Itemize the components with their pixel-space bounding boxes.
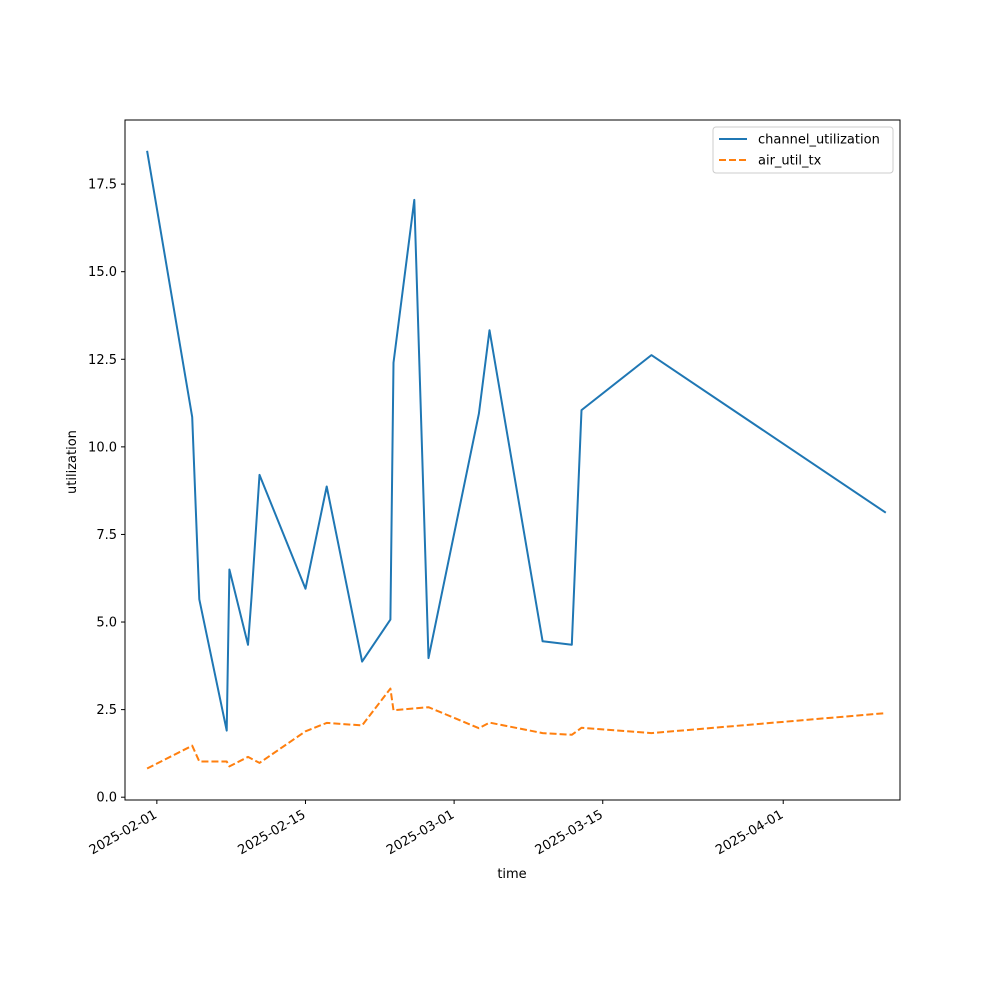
- y-tick-label: 12.5: [88, 353, 117, 368]
- legend-label-air-util-tx: air_util_tx: [758, 154, 822, 169]
- legend-label-channel-utilization: channel_utilization: [758, 133, 880, 148]
- y-tick-label: 7.5: [96, 528, 117, 543]
- y-tick-label: 15.0: [88, 265, 117, 280]
- y-tick-label: 2.5: [96, 703, 117, 718]
- y-tick-label: 17.5: [88, 178, 117, 193]
- series-line-air-util-tx: [146, 687, 886, 770]
- y-axis-ticks: 0.0 2.5 5.0 7.5 10.0 12.5 15.0 17.5: [88, 178, 125, 806]
- y-tick-label: 0.0: [96, 791, 117, 806]
- y-tick-label: 10.0: [88, 440, 117, 455]
- x-axis-label: time: [497, 867, 526, 882]
- plot-frame: [124, 119, 901, 801]
- series-layer: [146, 150, 887, 770]
- legend-frame: [712, 126, 894, 174]
- y-tick-label: 5.0: [96, 616, 117, 631]
- y-axis-label: utilization: [65, 430, 80, 494]
- legend: channel_utilization air_util_tx: [712, 126, 894, 174]
- series-line-channel-utilization: [146, 150, 887, 732]
